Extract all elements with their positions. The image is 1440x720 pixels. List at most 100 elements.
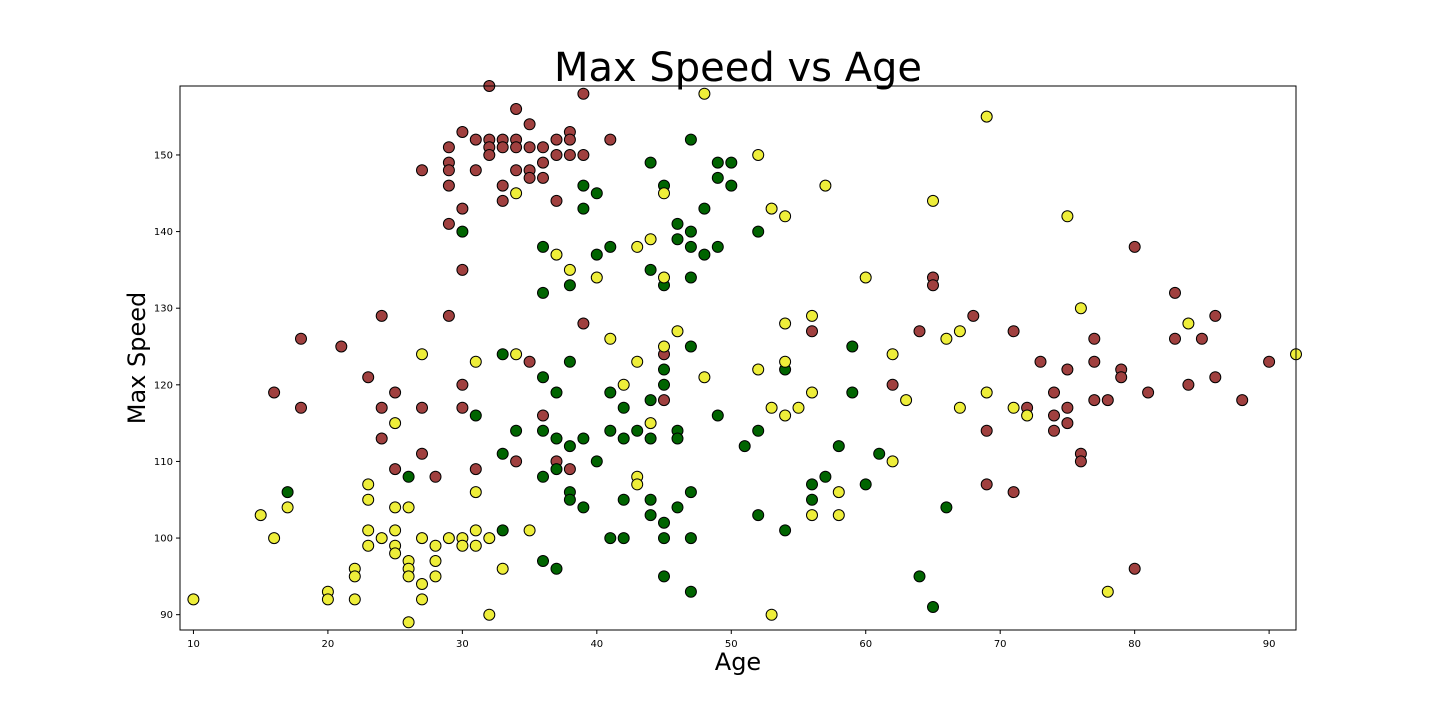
data-point-yellow — [1007, 401, 1020, 414]
data-point-green — [684, 240, 697, 253]
data-point-green — [671, 432, 684, 445]
data-point-yellow — [765, 401, 778, 414]
data-point-green — [644, 509, 657, 522]
data-point-green — [684, 585, 697, 598]
data-point-red — [980, 424, 993, 437]
data-point-green — [779, 524, 792, 537]
data-point-yellow — [469, 355, 482, 368]
data-point-green — [658, 363, 670, 376]
data-point-yellow — [416, 348, 428, 361]
data-point-green — [711, 409, 724, 422]
data-point-green — [832, 440, 845, 453]
data-point-red — [469, 164, 482, 177]
data-point-yellow — [644, 233, 657, 246]
data-point-yellow — [362, 524, 375, 537]
data-point-green — [537, 371, 549, 384]
data-point-yellow — [765, 202, 778, 215]
data-point-yellow — [362, 493, 375, 506]
data-point-yellow — [806, 309, 818, 322]
data-point-green — [617, 401, 630, 414]
data-point-yellow — [362, 478, 375, 491]
data-point-green — [563, 279, 576, 292]
data-point-green — [711, 171, 724, 184]
data-point-yellow — [792, 401, 805, 414]
data-point-red — [537, 171, 549, 184]
data-point-yellow — [590, 271, 603, 284]
data-point-green — [577, 179, 590, 192]
data-point-yellow — [456, 539, 469, 552]
x-tick-label: 30 — [456, 639, 469, 650]
data-point-red — [268, 386, 281, 399]
data-point-green — [537, 555, 549, 567]
data-point-red — [967, 309, 980, 322]
data-point-green — [510, 424, 523, 437]
data-point-yellow — [510, 348, 523, 361]
data-point-red — [1236, 394, 1249, 407]
data-point-green — [563, 355, 576, 368]
data-point-red — [1061, 363, 1074, 376]
data-point-yellow — [953, 325, 966, 338]
data-point-green — [604, 424, 617, 437]
data-point-red — [496, 194, 509, 207]
data-point-yellow — [389, 501, 402, 514]
data-point-red — [927, 279, 939, 292]
data-point-red — [550, 133, 563, 146]
data-point-red — [604, 133, 617, 146]
data-point-yellow — [806, 509, 818, 522]
data-point-yellow — [927, 194, 939, 207]
data-point-red — [577, 87, 590, 100]
data-point-green — [684, 532, 697, 545]
data-point-yellow — [698, 371, 711, 384]
data-point-yellow — [980, 110, 993, 123]
data-point-green — [684, 486, 697, 499]
data-point-red — [442, 217, 455, 230]
data-point-green — [819, 470, 832, 483]
data-point-yellow — [416, 532, 428, 545]
data-point-green — [402, 470, 415, 483]
data-point-green — [644, 432, 657, 445]
data-point-red — [456, 202, 469, 215]
data-point-red — [1169, 332, 1181, 345]
data-point-yellow — [483, 608, 496, 621]
data-point-red — [1048, 409, 1060, 422]
data-point-yellow — [698, 87, 711, 100]
data-point-yellow — [429, 539, 442, 552]
data-point-red — [510, 455, 523, 468]
data-point-green — [496, 348, 509, 361]
data-point-red — [375, 401, 388, 414]
data-point-yellow — [940, 332, 953, 345]
data-point-red — [335, 340, 348, 353]
data-point-yellow — [671, 325, 684, 338]
data-point-red — [442, 141, 455, 154]
data-point-yellow — [752, 149, 765, 161]
data-point-green — [590, 187, 603, 200]
data-point-red — [537, 141, 549, 154]
data-point-yellow — [886, 455, 899, 468]
plot-frame — [179, 85, 1297, 631]
data-point-red — [456, 263, 469, 276]
data-point-red — [886, 378, 899, 391]
data-point-green — [711, 240, 724, 253]
data-point-red — [1209, 309, 1222, 322]
data-point-yellow — [886, 348, 899, 361]
data-point-red — [510, 141, 523, 154]
data-point-green — [738, 440, 751, 453]
data-point-yellow — [442, 532, 455, 545]
x-axis: 10 20 30 40 50 60 70 80 90 — [187, 630, 1275, 650]
data-point-yellow — [402, 616, 415, 629]
data-point-green — [550, 562, 563, 575]
data-point-red — [510, 103, 523, 115]
data-point-green — [550, 432, 563, 445]
data-point-yellow — [187, 593, 200, 606]
data-point-red — [295, 332, 307, 345]
data-point-red — [389, 386, 402, 399]
data-point-green — [684, 271, 697, 284]
data-point-red — [1088, 355, 1101, 368]
data-point-yellow — [281, 501, 294, 514]
data-point-green — [698, 202, 711, 215]
data-point-yellow — [469, 486, 482, 499]
data-point-red — [1007, 325, 1020, 338]
data-point-green — [873, 447, 886, 460]
data-point-yellow — [779, 355, 792, 368]
data-point-green — [590, 455, 603, 468]
